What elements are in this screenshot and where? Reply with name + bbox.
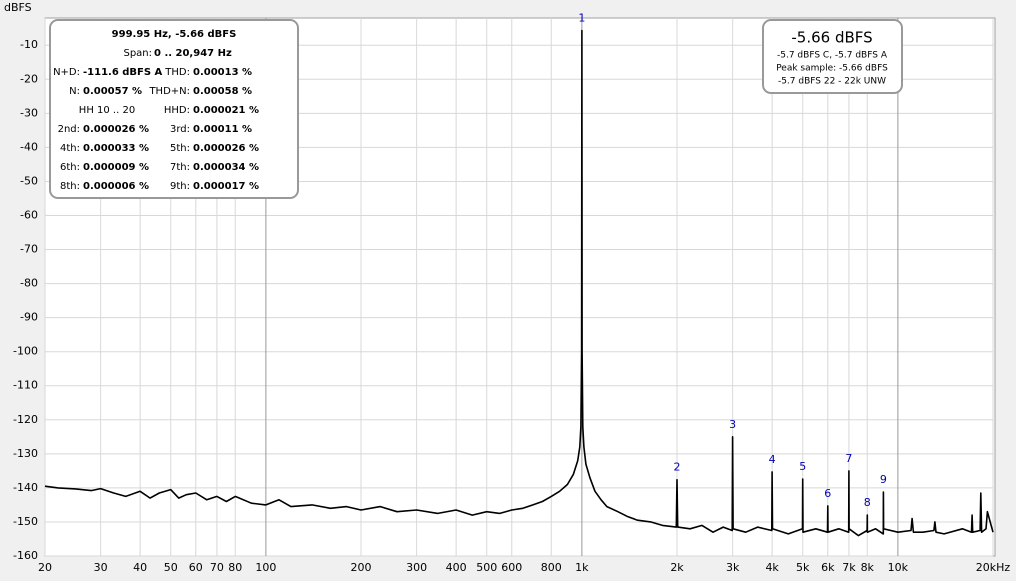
x-tick-label: 80 — [228, 561, 242, 574]
y-axis-label: dBFS — [4, 1, 32, 14]
readout-label: HHD: — [164, 105, 190, 116]
readout-value: 0.000026 % — [83, 124, 149, 135]
x-tick-label: 2k — [670, 561, 684, 574]
peak-label: 5 — [799, 460, 806, 473]
y-tick-label: -100 — [13, 345, 38, 358]
readout-value: 0.00057 % — [83, 86, 142, 97]
x-tick-label: 70 — [210, 561, 224, 574]
level-line: Peak sample: -5.66 dBFS — [776, 64, 888, 74]
x-tick-label: 30 — [94, 561, 108, 574]
y-tick-label: -50 — [20, 174, 38, 187]
level-line: -5.7 dBFS C, -5.7 dBFS A — [777, 51, 888, 61]
peak-label: 2 — [674, 461, 681, 474]
readout-label: 2nd: — [58, 124, 80, 135]
y-tick-label: -150 — [13, 515, 38, 528]
x-tick-label: 60 — [189, 561, 203, 574]
x-tick-label: 10k — [888, 561, 909, 574]
y-tick-label: -110 — [13, 379, 38, 392]
x-tick-label: 3k — [726, 561, 740, 574]
readout-label: HH 10 .. 20 — [79, 105, 135, 116]
y-tick-label: -70 — [20, 243, 38, 256]
peak-label: 1 — [578, 11, 585, 24]
readout-label: THD: — [164, 67, 190, 78]
readout-value: 0.00058 % — [193, 86, 252, 97]
readout-label: THD+N: — [148, 86, 190, 97]
readout-value: 0.000009 % — [83, 162, 149, 173]
y-tick-label: -80 — [20, 277, 38, 290]
readout-label: 9th: — [170, 181, 190, 192]
x-tick-label: 5k — [796, 561, 810, 574]
x-tick-label: 300 — [406, 561, 427, 574]
y-tick-label: -20 — [20, 72, 38, 85]
x-tick-label: 600 — [501, 561, 522, 574]
readout-title: 999.95 Hz, -5.66 dBFS — [112, 29, 237, 40]
y-tick-label: -30 — [20, 106, 38, 119]
readout-value: 0.000017 % — [193, 181, 259, 192]
peak-label: 9 — [880, 473, 887, 486]
readout-label: 8th: — [60, 181, 80, 192]
x-tick-label: 7k — [842, 561, 856, 574]
x-tick-label: 400 — [446, 561, 467, 574]
readout-label: N+D: — [53, 67, 80, 78]
readout-label: 5th: — [170, 143, 190, 154]
readout-value: 0.000033 % — [83, 143, 149, 154]
readout-value: 0.00013 % — [193, 67, 252, 78]
y-tick-label: -120 — [13, 413, 38, 426]
y-tick-label: -40 — [20, 140, 38, 153]
span-label: Span: — [123, 48, 152, 59]
peak-label: 8 — [864, 496, 871, 509]
readout-value: 0.000006 % — [83, 181, 149, 192]
x-tick-label: 800 — [541, 561, 562, 574]
x-tick-label: 8k — [861, 561, 875, 574]
x-tick-label: 40 — [133, 561, 147, 574]
readout-value: -111.6 dBFS A — [83, 67, 163, 78]
x-tick-label: 4k — [765, 561, 779, 574]
readout-label: 3rd: — [170, 124, 190, 135]
peak-label: 7 — [845, 452, 852, 465]
y-tick-label: -140 — [13, 481, 38, 494]
level-panel — [762, 19, 903, 94]
readout-label: N: — [69, 86, 80, 97]
x-tick-label: 20kHz — [976, 561, 1011, 574]
spectrum-line — [44, 29, 994, 537]
level-title: -5.66 dBFS — [791, 29, 872, 47]
readout-label: 6th: — [60, 162, 80, 173]
x-tick-label: 50 — [164, 561, 178, 574]
readout-label: 4th: — [60, 143, 80, 154]
readout-label: 7th: — [170, 162, 190, 173]
peak-label: 3 — [729, 418, 736, 431]
x-tick-label: 1k — [575, 561, 589, 574]
readout-value: 0.000021 % — [193, 105, 259, 116]
peak-label: 4 — [769, 453, 776, 466]
y-tick-label: -10 — [20, 38, 38, 51]
x-tick-label: 100 — [255, 561, 276, 574]
readout-value: 0.000034 % — [193, 162, 259, 173]
x-tick-label: 6k — [821, 561, 835, 574]
span-value: 0 .. 20,947 Hz — [154, 48, 232, 59]
y-tick-label: -160 — [13, 549, 38, 562]
y-tick-label: -90 — [20, 311, 38, 324]
x-tick-label: 20 — [38, 561, 52, 574]
readout-value: 0.00011 % — [193, 124, 252, 135]
y-tick-label: -60 — [20, 208, 38, 221]
peak-label: 6 — [824, 487, 831, 500]
readout-value: 0.000026 % — [193, 143, 259, 154]
x-tick-label: 200 — [351, 561, 372, 574]
y-tick-label: -130 — [13, 447, 38, 460]
level-line: -5.7 dBFS 22 - 22k UNW — [778, 77, 886, 87]
x-tick-label: 500 — [476, 561, 497, 574]
readout-panel — [49, 19, 299, 199]
